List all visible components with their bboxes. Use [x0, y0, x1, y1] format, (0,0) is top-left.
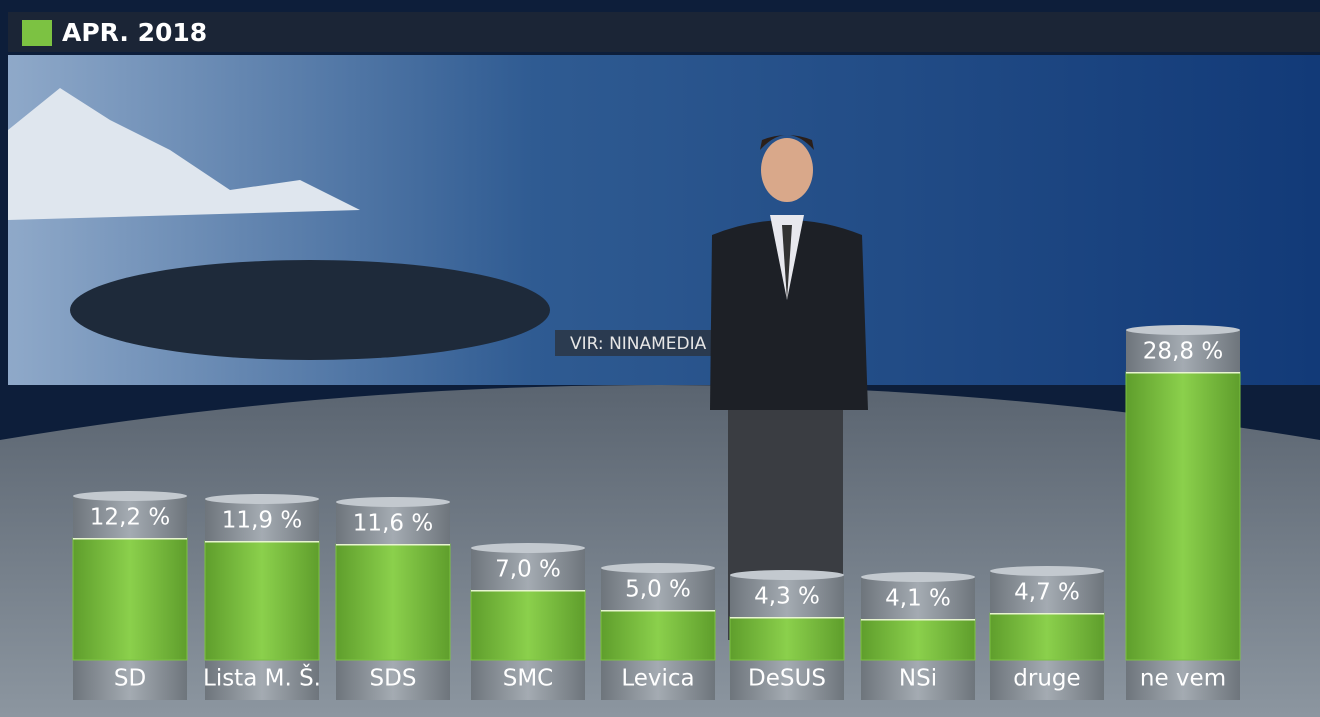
x-tick-label: Levica [621, 666, 694, 692]
value-label: 4,1 % [885, 586, 951, 612]
x-tick-label: ne vem [1140, 666, 1226, 692]
value-box-top [471, 543, 585, 553]
value-box-top [205, 494, 319, 504]
value-label: 4,7 % [1014, 580, 1080, 606]
value-box-top [336, 497, 450, 507]
x-tick-label: SDS [370, 666, 417, 692]
value-box-top [730, 570, 844, 580]
x-tick-label: SD [114, 666, 146, 692]
value-box-top [1126, 325, 1240, 335]
x-tick-label: DeSUS [748, 666, 826, 692]
page: VIR: NINAMEDIA APR. 2018 SD 12,2 % Lista M… [0, 0, 1320, 717]
x-tick-label: druge [1013, 666, 1080, 692]
x-tick-label: NSi [899, 666, 937, 692]
source: VIR: NINAMEDIA [570, 334, 707, 354]
bar [861, 619, 975, 660]
value-label: 11,6 % [353, 511, 433, 537]
value-box-top [73, 491, 187, 501]
value-box-top [601, 563, 715, 573]
value-label: 5,0 % [625, 577, 691, 603]
value-label: 28,8 % [1143, 339, 1223, 365]
chart: VIR: NINAMEDIA APR. 2018 SD 12,2 % Lista M… [0, 0, 1320, 717]
x-tick-label: SMC [503, 666, 554, 692]
value-box-top [861, 572, 975, 582]
legend-swatch [22, 20, 52, 46]
value-box-top [990, 566, 1104, 576]
legend-label: APR. 2018 [62, 18, 207, 47]
value-label: 11,9 % [222, 508, 302, 534]
value-label: 12,2 % [90, 505, 170, 531]
bar [990, 613, 1104, 660]
x-tick-label: Lista M. Š. [203, 664, 321, 692]
bar [1126, 372, 1240, 660]
bar [73, 538, 187, 660]
bar [336, 544, 450, 660]
parliament-hall [70, 260, 550, 360]
bar [471, 590, 585, 660]
value-label: 4,3 % [754, 584, 820, 610]
bar [730, 617, 844, 660]
bar [601, 610, 715, 660]
bar [205, 541, 319, 660]
value-label: 7,0 % [495, 557, 561, 583]
